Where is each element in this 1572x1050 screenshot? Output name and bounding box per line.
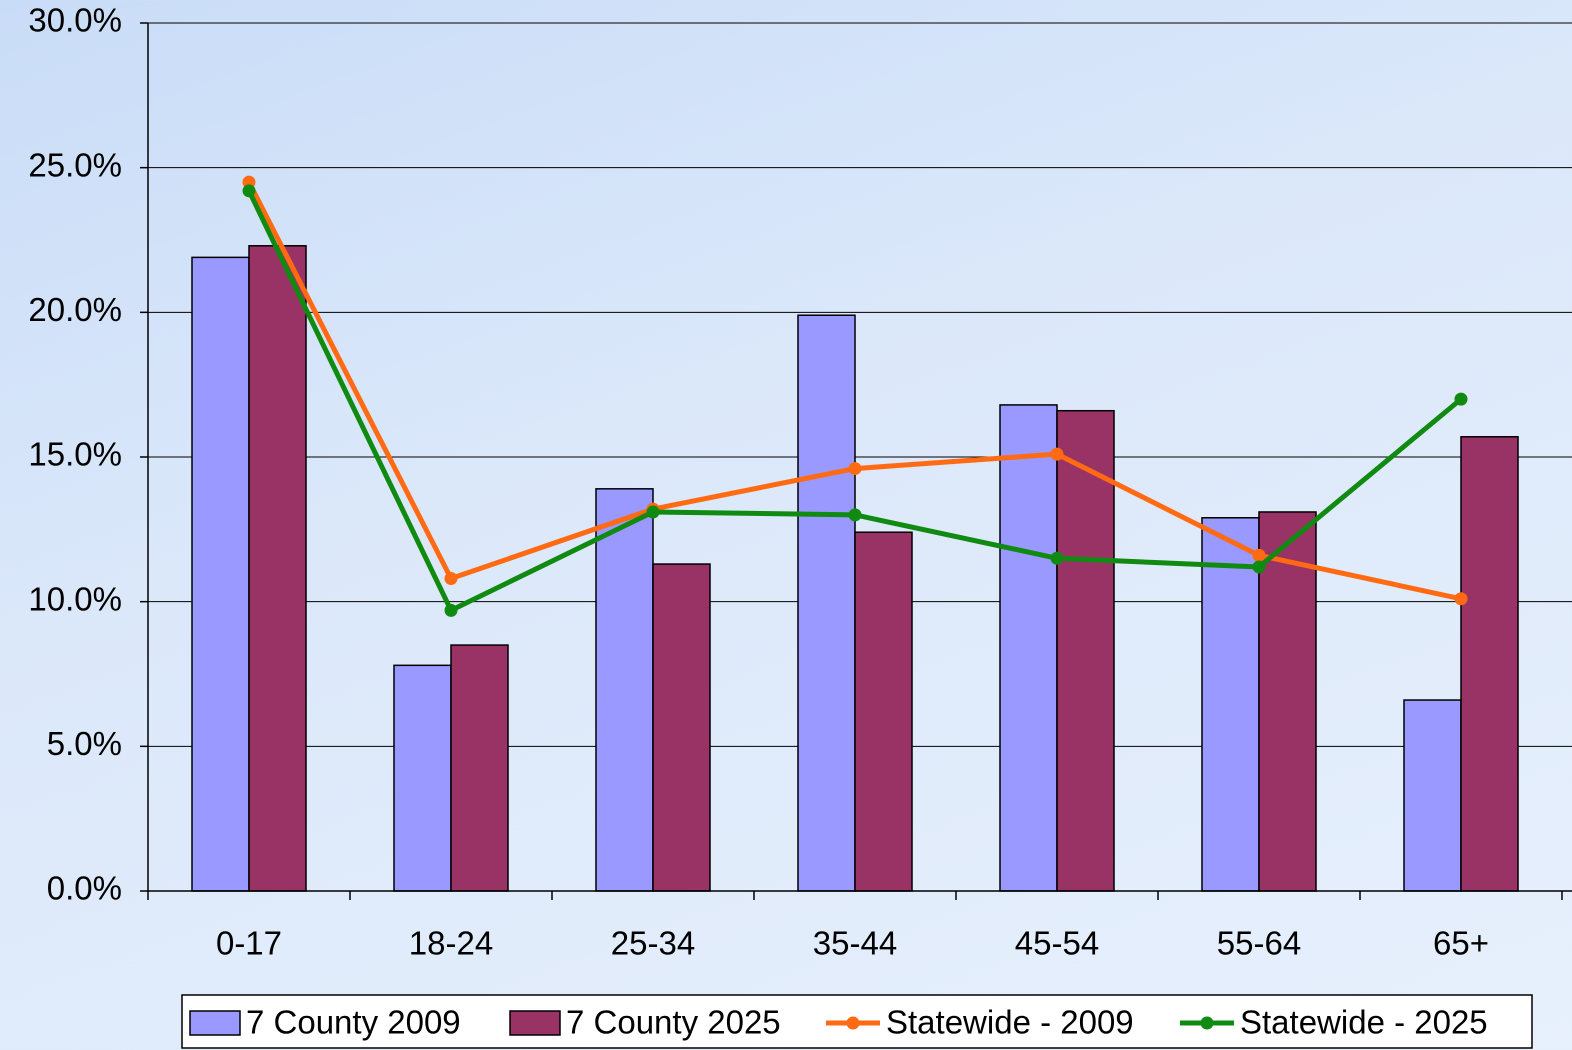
x-tick-label: 45-54 <box>1015 925 1099 962</box>
line-marker <box>848 508 862 522</box>
x-tick-label: 65+ <box>1433 925 1489 962</box>
line-marker <box>848 462 862 476</box>
bar <box>450 644 509 892</box>
legend-marker <box>1200 1016 1214 1030</box>
line-marker <box>242 184 256 198</box>
x-tick-label: 25-34 <box>611 925 695 962</box>
bar <box>797 314 856 892</box>
bar <box>393 664 452 892</box>
line-marker <box>1454 592 1468 606</box>
line-marker <box>1050 551 1064 565</box>
line-marker <box>646 505 660 519</box>
line-marker <box>1252 560 1266 574</box>
bar <box>1258 511 1317 892</box>
legend-swatch <box>189 1010 241 1036</box>
legend-marker <box>846 1016 860 1030</box>
bar <box>999 404 1058 892</box>
bar <box>854 531 913 892</box>
bar <box>248 245 307 892</box>
legend-label: 7 County 2025 <box>566 1004 781 1041</box>
y-tick-label: 15.0% <box>28 436 122 473</box>
bar <box>1201 517 1260 892</box>
y-tick-label: 10.0% <box>28 580 122 617</box>
line-marker <box>1454 392 1468 406</box>
legend-label: Statewide - 2009 <box>886 1004 1134 1041</box>
line-marker <box>1050 447 1064 461</box>
legend-swatch <box>509 1010 561 1036</box>
bar <box>1403 699 1462 892</box>
y-tick-label: 30.0% <box>28 2 122 39</box>
line-marker <box>444 572 458 586</box>
bar <box>1056 409 1115 892</box>
line-marker <box>444 603 458 617</box>
x-tick-label: 18-24 <box>409 925 493 962</box>
y-tick-label: 5.0% <box>47 725 122 762</box>
bar <box>652 563 711 892</box>
legend-label: Statewide - 2025 <box>1240 1004 1488 1041</box>
bar <box>1460 435 1519 892</box>
x-tick-label: 35-44 <box>813 925 897 962</box>
bar <box>191 256 250 892</box>
y-tick-label: 20.0% <box>28 291 122 328</box>
y-tick-label: 0.0% <box>47 870 122 907</box>
line-marker <box>1252 548 1266 562</box>
x-tick-label: 0-17 <box>216 925 282 962</box>
x-tick-label: 55-64 <box>1217 925 1301 962</box>
legend-label: 7 County 2009 <box>246 1004 461 1041</box>
y-tick-label: 25.0% <box>28 146 122 183</box>
bar <box>595 488 654 892</box>
